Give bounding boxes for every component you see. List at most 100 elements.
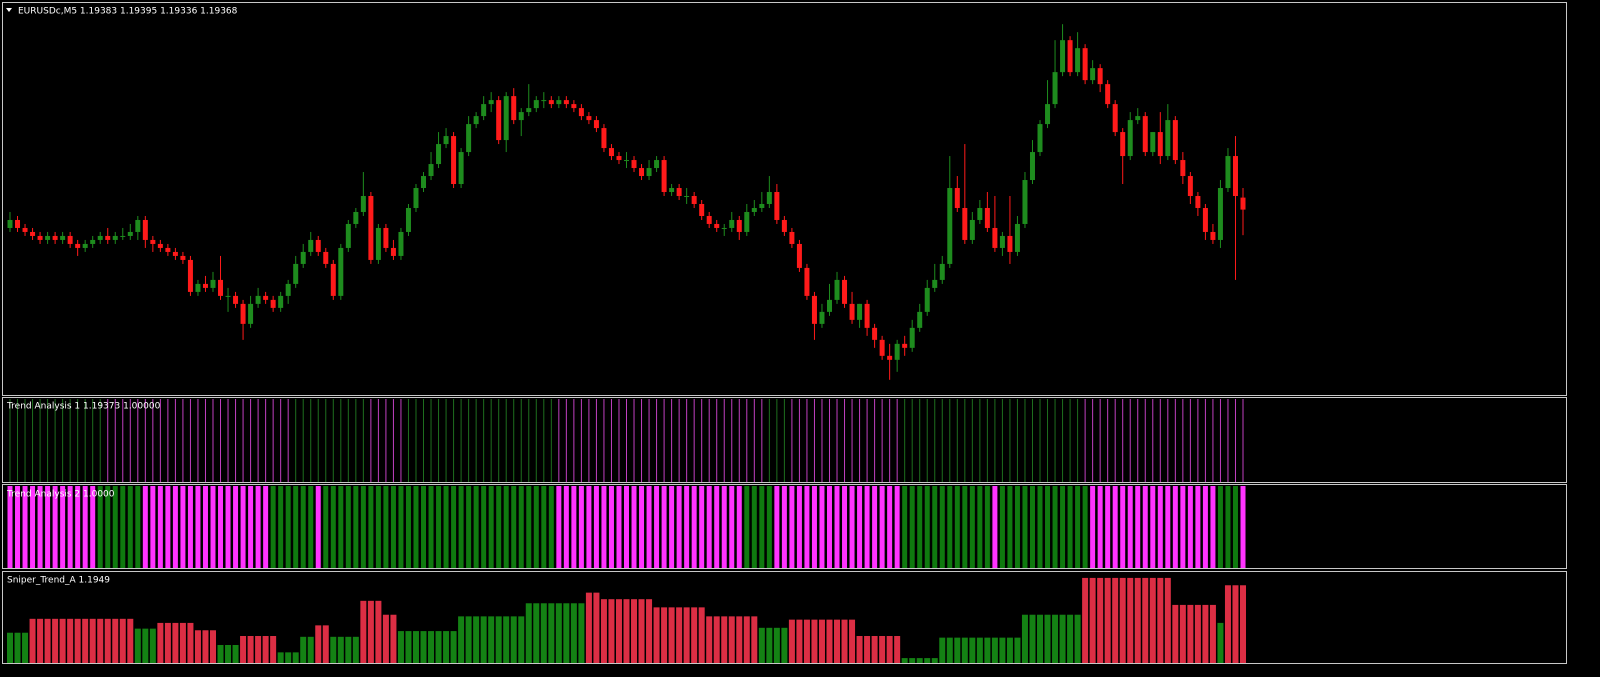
indicator-bar bbox=[919, 399, 921, 482]
indicator-bar bbox=[902, 486, 908, 568]
indicator-bar bbox=[1097, 577, 1104, 663]
candle-body bbox=[97, 235, 103, 240]
candle-body bbox=[233, 295, 239, 304]
indicator-bar bbox=[1194, 604, 1201, 663]
pane-title: Sniper_Trend_A 1.1949 bbox=[7, 576, 110, 586]
candle-body bbox=[526, 108, 532, 113]
indicator-bar bbox=[743, 616, 750, 663]
indicator-bar bbox=[580, 399, 582, 482]
indicator-bar bbox=[209, 630, 216, 663]
indicator-bar bbox=[84, 399, 86, 482]
indicator-bar bbox=[1209, 604, 1216, 663]
indicator-bar bbox=[1240, 486, 1246, 568]
candle-body bbox=[654, 160, 660, 169]
candle-body bbox=[421, 176, 427, 189]
indicator-bar bbox=[496, 486, 502, 568]
indicator-bar bbox=[887, 486, 893, 568]
candle-body bbox=[458, 152, 464, 185]
indicator-bar bbox=[242, 399, 244, 482]
indicator-bar bbox=[29, 618, 36, 663]
indicator-bar bbox=[872, 486, 878, 568]
indicator-bar bbox=[540, 603, 547, 663]
indicator-bar bbox=[285, 652, 292, 663]
indicator-bar bbox=[1187, 486, 1193, 568]
candle-body bbox=[1232, 156, 1238, 197]
indicator-bar bbox=[638, 599, 645, 663]
indicator-bar bbox=[616, 486, 622, 568]
candle-body bbox=[969, 219, 975, 240]
indicator-bar bbox=[1134, 577, 1141, 663]
indicator-bar bbox=[1219, 399, 1221, 482]
indicator-bar bbox=[59, 618, 66, 663]
indicator-bar bbox=[1037, 614, 1044, 663]
indicator-bar bbox=[979, 399, 981, 482]
indicator-bar bbox=[62, 399, 64, 482]
candle-body bbox=[368, 196, 374, 260]
indicator-bar bbox=[1189, 399, 1191, 482]
menu-triangle[interactable] bbox=[6, 8, 12, 12]
indicator-bar bbox=[9, 399, 11, 482]
indicator-bar bbox=[451, 486, 457, 568]
indicator-bar bbox=[639, 486, 645, 568]
indicator-bar bbox=[225, 486, 231, 568]
indicator-bar bbox=[889, 399, 891, 482]
indicator-bar bbox=[1105, 486, 1111, 568]
indicator-bar bbox=[656, 399, 658, 482]
candle-body bbox=[1135, 116, 1141, 121]
indicator-bar bbox=[917, 486, 923, 568]
indicator-bar bbox=[744, 486, 750, 568]
candle-body bbox=[639, 168, 645, 177]
indicator-bar bbox=[834, 486, 840, 568]
indicator-bar bbox=[828, 399, 830, 482]
indicator-bar bbox=[172, 622, 179, 663]
indicator-bar bbox=[844, 399, 846, 482]
indicator-bar bbox=[498, 399, 500, 482]
indicator-bar bbox=[218, 486, 224, 568]
indicator-bar bbox=[1120, 486, 1126, 568]
indicator-bar bbox=[947, 486, 953, 568]
indicator-bar bbox=[818, 619, 825, 663]
indicator-bar bbox=[751, 616, 758, 663]
indicator-bar bbox=[144, 399, 146, 482]
indicator-bar bbox=[468, 399, 470, 482]
candle-body bbox=[165, 247, 171, 252]
indicator-bar bbox=[1112, 577, 1119, 663]
candle-body bbox=[270, 299, 276, 308]
indicator-bar bbox=[1014, 486, 1020, 568]
indicator-bar bbox=[1180, 486, 1186, 568]
indicator-bar bbox=[783, 399, 785, 482]
indicator-bar bbox=[82, 618, 89, 663]
indicator-bar bbox=[1089, 577, 1096, 663]
indicator-bar bbox=[1217, 622, 1224, 663]
indicator-bar bbox=[999, 637, 1006, 663]
candle-body bbox=[218, 279, 224, 296]
indicator-bar bbox=[235, 399, 237, 482]
indicator-bar bbox=[558, 399, 560, 482]
indicator-bar bbox=[798, 399, 800, 482]
indicator-bar bbox=[272, 399, 274, 482]
indicator-bar bbox=[210, 486, 216, 568]
indicator-bar bbox=[804, 486, 810, 568]
indicator-bar bbox=[901, 658, 908, 663]
indicator-bar bbox=[533, 486, 539, 568]
candle-body bbox=[909, 327, 915, 348]
indicator-pane-frame bbox=[2, 484, 1567, 569]
candle-body bbox=[511, 96, 517, 121]
indicator-bar bbox=[909, 486, 915, 568]
candle-body bbox=[1067, 40, 1073, 73]
indicator-bar bbox=[909, 658, 916, 663]
indicator-bar bbox=[706, 486, 712, 568]
indicator-bar bbox=[857, 486, 863, 568]
indicator-bar bbox=[189, 399, 191, 482]
indicator-bar bbox=[1092, 399, 1094, 482]
candle-body bbox=[150, 239, 156, 244]
candle-wick bbox=[934, 263, 936, 292]
indicator-bar bbox=[676, 486, 682, 568]
indicator-bar bbox=[781, 627, 788, 663]
indicator-bar bbox=[1047, 399, 1049, 482]
indicator-bar bbox=[904, 399, 906, 482]
candle-body bbox=[894, 343, 900, 360]
indicator-bar bbox=[157, 622, 164, 663]
indicator-bar bbox=[759, 486, 765, 568]
indicator-bar bbox=[412, 631, 419, 663]
